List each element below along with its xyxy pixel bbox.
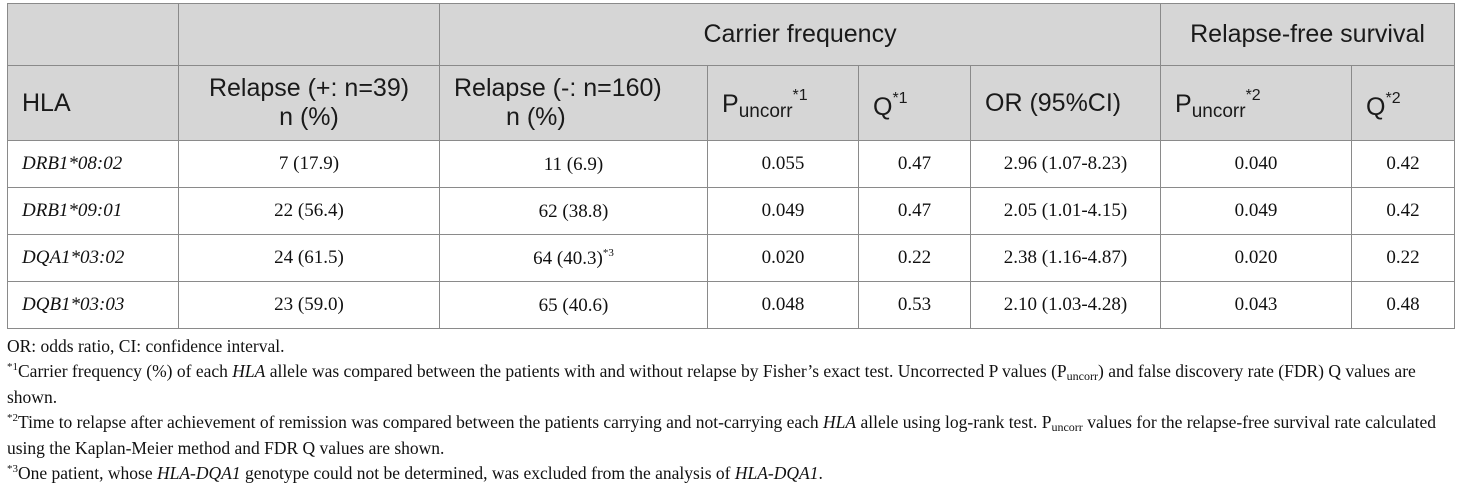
cell-or-ci: 2.38 (1.16-4.87) — [969, 234, 1162, 282]
p-subscript: uncorr — [1191, 100, 1246, 122]
hla-relapse-table: Carrier frequency Relapse-free survival … — [7, 3, 1456, 329]
footnote-1: *1Carrier frequency (%) of each HLA alle… — [7, 357, 1454, 408]
cell-hla: DQB1*03:03 — [7, 281, 179, 329]
cell-p2: 0.040 — [1160, 140, 1353, 188]
col-header-relapse-pos-line1: Relapse (+: n=39) — [208, 74, 410, 102]
p-letter: P — [1175, 89, 1192, 118]
cell-relapse-neg: 64 (40.3)*3 — [439, 234, 708, 282]
header-row-columns: HLA Relapse (+: n=39) n (%) Relapse (-: … — [7, 65, 1456, 141]
cell-relapse-pos: 22 (56.4) — [178, 187, 440, 235]
footnote-3-text-c: . — [818, 463, 823, 483]
footnote-2-text-c: values for the relapse-free survival rat… — [7, 412, 1437, 458]
footnote-ref-2: *2 — [1385, 90, 1401, 107]
footnote-ref-1: *1 — [792, 86, 808, 104]
cell-q1: 0.53 — [858, 281, 971, 329]
table-row: DQB1*03:03 23 (59.0) 65 (40.6) 0.048 0.5… — [7, 281, 1456, 329]
footnote-2-subscript: uncorr — [1051, 420, 1083, 434]
footnote-1-text-b: allele was compared between the patients… — [265, 361, 1067, 381]
cell-relapse-neg-value: 64 (40.3) — [533, 247, 603, 269]
col-header-relapse-neg-line2: n (%) — [506, 103, 566, 131]
cell-p1: 0.048 — [707, 281, 859, 329]
cell-relapse-neg: 62 (38.8) — [439, 187, 708, 235]
cell-relapse-pos: 23 (59.0) — [178, 281, 440, 329]
cell-p1: 0.049 — [707, 187, 859, 235]
cell-relapse-pos: 24 (61.5) — [178, 234, 440, 282]
p-subscript: uncorr — [738, 100, 793, 122]
cell-relapse-pos: 7 (17.9) — [178, 140, 440, 188]
footnote-1-text-a: Carrier frequency (%) of each — [18, 361, 233, 381]
table-row: DQA1*03:02 24 (61.5) 64 (40.3)*3 0.020 0… — [7, 234, 1456, 282]
cell-relapse-neg: 65 (40.6) — [439, 281, 708, 329]
col-header-hla: HLA — [7, 65, 179, 141]
cell-or-ci: 2.05 (1.01-4.15) — [969, 187, 1162, 235]
footnote-3: *3One patient, whose HLA-DQA1 genotype c… — [7, 459, 1454, 484]
cell-hla: DRB1*09:01 — [7, 187, 179, 235]
col-header-relapse-pos: Relapse (+: n=39) n (%) — [178, 65, 440, 141]
footnote-2-text-a: Time to relapse after achievement of rem… — [18, 412, 824, 432]
footnote-ref: *3 — [602, 246, 614, 259]
header-row-top: Carrier frequency Relapse-free survival — [7, 3, 1456, 66]
col-header-relapse-neg: Relapse (-: n=160) n (%) — [439, 65, 708, 141]
table-container: Carrier frequency Relapse-free survival … — [7, 3, 1456, 484]
footnote-1-text-c: ) and false discovery rate (FDR) Q value… — [7, 361, 1416, 407]
col-header-q-2: Q*2 — [1351, 65, 1456, 141]
cell-p1: 0.020 — [707, 234, 859, 282]
header-empty-cell — [7, 3, 179, 66]
table-footnotes: OR: odds ratio, CI: confidence interval.… — [7, 336, 1454, 484]
footnote-3-text-a: One patient, whose — [18, 463, 157, 483]
p-letter: P — [722, 89, 739, 118]
footnote-1-hla: HLA — [232, 361, 266, 381]
header-relapse-free-survival: Relapse-free survival — [1160, 3, 1456, 66]
table-row: DRB1*08:02 7 (17.9) 11 (6.9) 0.055 0.47 … — [7, 140, 1456, 188]
cell-q1: 0.47 — [858, 187, 971, 235]
cell-p2: 0.043 — [1160, 281, 1353, 329]
header-empty-cell — [178, 3, 440, 66]
footnote-2-text-b: allele using log-rank test. P — [856, 412, 1052, 432]
footnote-mark-3: *3 — [7, 463, 18, 475]
footnote-1-subscript: uncorr — [1066, 369, 1098, 383]
cell-q2: 0.42 — [1351, 187, 1456, 235]
cell-relapse-neg-value: 11 (6.9) — [543, 153, 604, 175]
footnote-mark-1: *1 — [7, 361, 18, 373]
cell-q1: 0.22 — [858, 234, 971, 282]
cell-q2: 0.42 — [1351, 140, 1456, 188]
cell-q2: 0.22 — [1351, 234, 1456, 282]
cell-p1: 0.055 — [707, 140, 859, 188]
cell-p2: 0.049 — [1160, 187, 1353, 235]
header-carrier-frequency: Carrier frequency — [438, 3, 1162, 66]
footnote-3-hla-dqa1: HLA-DQA1 — [157, 463, 241, 483]
cell-relapse-neg: 11 (6.9) — [439, 140, 708, 188]
cell-hla: DRB1*08:02 — [7, 140, 179, 188]
cell-q2: 0.48 — [1351, 281, 1456, 329]
col-header-relapse-pos-line2: n (%) — [279, 103, 339, 131]
q-letter: Q — [873, 93, 893, 121]
col-header-p-uncorr-2: Puncorr*2 — [1160, 65, 1353, 141]
col-header-or-ci: OR (95%CI) — [969, 65, 1162, 141]
footnote-2: *2Time to relapse after achievement of r… — [7, 408, 1454, 459]
footnote-ref-1: *1 — [892, 90, 908, 107]
cell-relapse-neg-value: 62 (38.8) — [538, 200, 609, 222]
cell-p2: 0.020 — [1160, 234, 1353, 282]
q-letter: Q — [1366, 93, 1386, 121]
table-row: DRB1*09:01 22 (56.4) 62 (38.8) 0.049 0.4… — [7, 187, 1456, 235]
footnote-2-hla: HLA — [823, 412, 857, 432]
cell-or-ci: 2.96 (1.07-8.23) — [969, 140, 1162, 188]
footnote-ref-2: *2 — [1245, 86, 1261, 104]
cell-q1: 0.47 — [858, 140, 971, 188]
col-header-relapse-neg-line1: Relapse (-: n=160) — [454, 74, 662, 102]
footnote-3-text-b: genotype could not be determined, was ex… — [240, 463, 735, 483]
cell-hla: DQA1*03:02 — [7, 234, 179, 282]
col-header-q-1: Q*1 — [858, 65, 971, 141]
col-header-p-uncorr-1: Puncorr*1 — [707, 65, 859, 141]
footnote-abbreviations: OR: odds ratio, CI: confidence interval. — [7, 336, 285, 356]
footnote-3-hla-dqa1: HLA-DQA1 — [734, 463, 819, 483]
cell-or-ci: 2.10 (1.03-4.28) — [969, 281, 1162, 329]
footnote-mark-2: *2 — [7, 412, 18, 424]
cell-relapse-neg-value: 65 (40.6) — [538, 294, 609, 316]
